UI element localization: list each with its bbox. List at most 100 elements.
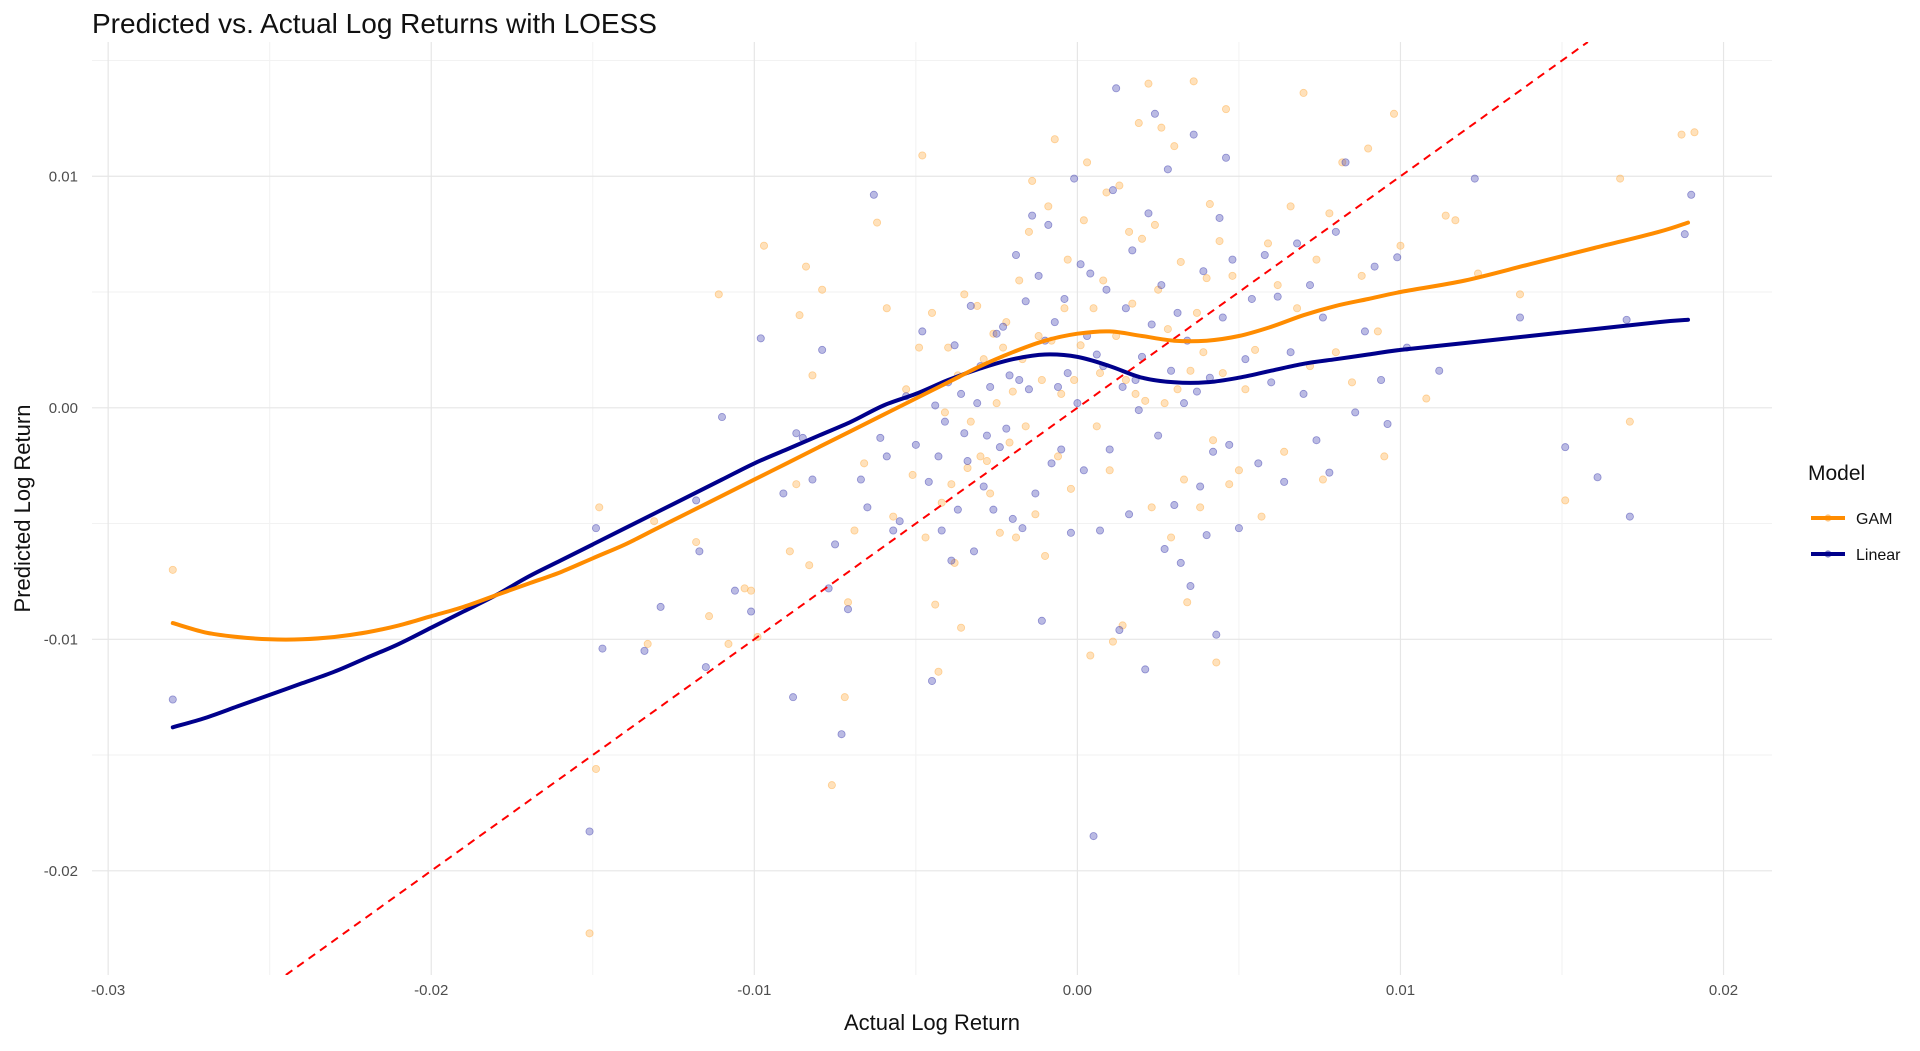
data-point xyxy=(650,517,659,526)
data-point xyxy=(1086,269,1095,278)
y-tick-label: 0.00 xyxy=(49,400,78,417)
data-point xyxy=(1247,294,1256,303)
data-point xyxy=(1057,389,1066,398)
data-point xyxy=(1112,84,1121,93)
data-point xyxy=(915,343,924,352)
data-point xyxy=(1008,514,1017,523)
data-point xyxy=(1331,348,1340,357)
data-point xyxy=(1170,142,1179,151)
data-point xyxy=(1089,304,1098,313)
data-point xyxy=(1024,385,1033,394)
data-point xyxy=(598,644,607,653)
data-point xyxy=(785,547,794,556)
data-point xyxy=(1222,105,1231,114)
data-point xyxy=(1176,257,1185,266)
data-point xyxy=(850,526,859,535)
data-point xyxy=(1380,452,1389,461)
data-point xyxy=(1015,276,1024,285)
data-point xyxy=(937,498,946,507)
data-point xyxy=(999,343,1008,352)
data-point xyxy=(1037,376,1046,385)
data-point xyxy=(982,457,991,466)
data-point xyxy=(795,311,804,320)
data-point xyxy=(1176,558,1185,567)
data-point xyxy=(966,417,975,426)
data-point xyxy=(1218,369,1227,378)
data-point xyxy=(1147,320,1156,329)
data-point xyxy=(1318,475,1327,484)
data-point xyxy=(1225,480,1234,489)
data-point xyxy=(947,480,956,489)
data-point xyxy=(1212,630,1221,639)
data-point xyxy=(1180,399,1189,408)
data-point xyxy=(1357,271,1366,280)
data-point xyxy=(592,524,601,533)
data-point xyxy=(1325,468,1334,477)
data-point xyxy=(918,151,927,160)
data-point xyxy=(1196,482,1205,491)
data-point xyxy=(718,413,727,422)
data-point xyxy=(1066,484,1075,493)
data-point xyxy=(1241,385,1250,394)
data-point xyxy=(168,565,177,574)
data-point xyxy=(1254,459,1263,468)
y-tick-label: -0.02 xyxy=(44,863,78,880)
chart-title: Predicted vs. Actual Log Returns with LO… xyxy=(92,8,657,39)
data-point xyxy=(860,459,869,468)
data-point xyxy=(1422,394,1431,403)
data-point xyxy=(889,526,898,535)
data-point xyxy=(1028,176,1037,185)
data-point xyxy=(724,639,733,648)
data-point xyxy=(924,477,933,486)
data-point xyxy=(1622,315,1631,324)
data-point xyxy=(1299,389,1308,398)
data-point xyxy=(844,598,853,607)
x-tick-label: 0.02 xyxy=(1709,982,1738,999)
data-point xyxy=(1141,665,1150,674)
data-point xyxy=(973,301,982,310)
data-point xyxy=(1005,438,1014,447)
data-point xyxy=(1286,348,1295,357)
x-tick-label: 0.00 xyxy=(1063,982,1092,999)
data-point xyxy=(1234,466,1243,475)
data-point xyxy=(1383,419,1392,428)
data-point xyxy=(1089,832,1098,841)
data-point xyxy=(882,452,891,461)
data-point xyxy=(1234,524,1243,533)
data-point xyxy=(1150,220,1159,229)
data-point xyxy=(1073,399,1082,408)
x-tick-label: -0.02 xyxy=(414,982,448,999)
data-point xyxy=(1189,77,1198,86)
data-point xyxy=(1202,274,1211,283)
data-point xyxy=(1377,376,1386,385)
data-point xyxy=(831,540,840,549)
loess-line-linear xyxy=(170,317,1690,730)
data-point xyxy=(1690,128,1699,137)
data-point xyxy=(595,503,604,512)
data-point xyxy=(747,586,756,595)
data-point xyxy=(937,526,946,535)
data-point xyxy=(1063,255,1072,264)
grid xyxy=(92,42,1772,975)
data-point xyxy=(1312,436,1321,445)
data-point xyxy=(1325,209,1334,218)
data-point xyxy=(1079,216,1088,225)
data-point xyxy=(966,301,975,310)
data-point xyxy=(1516,290,1525,299)
data-point xyxy=(1360,327,1369,336)
data-point xyxy=(1306,281,1315,290)
data-point xyxy=(1108,637,1117,646)
data-point xyxy=(1125,510,1134,519)
data-point xyxy=(1086,651,1095,660)
data-point xyxy=(1134,406,1143,415)
data-point xyxy=(1108,186,1117,195)
data-point xyxy=(999,322,1008,331)
data-point xyxy=(818,285,827,294)
data-point xyxy=(1199,348,1208,357)
data-point xyxy=(1189,130,1198,139)
data-point xyxy=(950,341,959,350)
data-point xyxy=(869,190,878,199)
data-point xyxy=(640,646,649,655)
data-point xyxy=(982,431,991,440)
